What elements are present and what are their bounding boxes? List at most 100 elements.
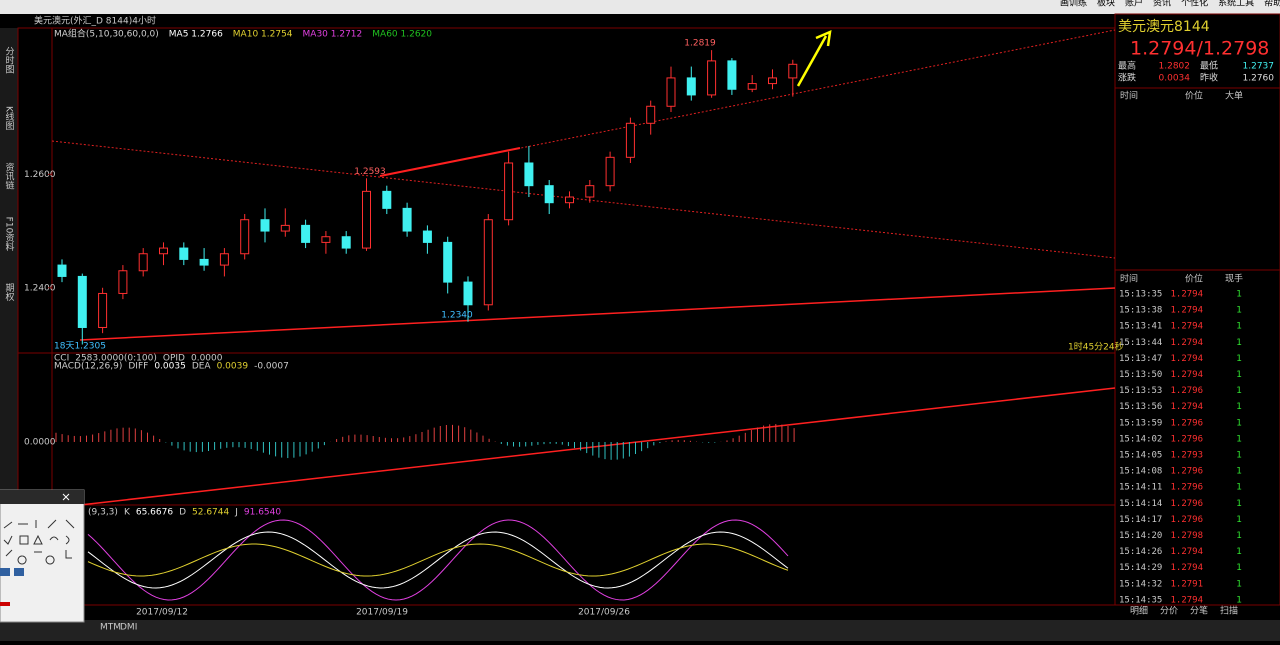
panel-tab[interactable]: 扫描 <box>1220 605 1238 617</box>
price-note: 1.2593 <box>354 167 386 177</box>
menu-item[interactable]: 板块 <box>1097 0 1115 9</box>
menu-item[interactable]: 帮助 <box>1264 0 1280 9</box>
candle-body <box>118 270 128 294</box>
tick-volume: 1 <box>1236 515 1242 525</box>
quote-price: 1.2794/1.2798 <box>1130 38 1269 60</box>
quote-stat: 1.2802 <box>1159 62 1191 72</box>
tick-time: 15:13:44 <box>1119 338 1162 348</box>
candle-body <box>98 292 108 328</box>
tick-price: 1.2794 <box>1170 322 1203 332</box>
tick-price: 1.2791 <box>1170 579 1203 589</box>
tick-time: 15:14:02 <box>1119 434 1162 444</box>
tool-icon[interactable] <box>0 568 10 576</box>
close-icon[interactable] <box>62 493 70 501</box>
kdj-line <box>87 519 789 601</box>
palette-box <box>0 489 85 623</box>
bottom-tab[interactable]: DMI <box>120 623 137 633</box>
kdj-legend: (9,3,3) <box>88 508 118 518</box>
candle-body <box>321 236 331 243</box>
tick-price: 1.2796 <box>1170 434 1203 444</box>
tick-price: 1.2796 <box>1170 483 1203 493</box>
palette-title <box>0 490 84 504</box>
tick-price: 1.2794 <box>1170 338 1203 348</box>
tick-time: 15:14:26 <box>1119 547 1162 557</box>
menu-item[interactable]: 资讯 <box>1153 0 1171 9</box>
tick-time: 15:13:53 <box>1119 386 1162 396</box>
tick-time: 15:13:50 <box>1119 370 1162 380</box>
trend-line <box>51 140 1116 259</box>
table-header: 价位 <box>1185 273 1203 285</box>
indicator-header: 2583.0000(0:100) <box>75 354 157 364</box>
side-tab[interactable]: F10资料 <box>4 217 15 253</box>
kdj-legend: 91.6540 <box>244 508 281 518</box>
tick-time: 15:14:08 <box>1119 467 1162 477</box>
trend-line <box>379 147 521 177</box>
candle-body <box>483 219 493 306</box>
candle-body <box>382 190 392 209</box>
side-tab[interactable]: 期权 <box>4 283 15 302</box>
tick-price: 1.2796 <box>1170 467 1203 477</box>
tick-volume: 1 <box>1236 290 1242 300</box>
tick-time: 15:14:14 <box>1119 499 1162 509</box>
menu-item[interactable]: 个性化 <box>1181 0 1208 9</box>
x-tick-label: 2017/09/12 <box>136 608 188 618</box>
candle-body <box>260 219 270 232</box>
candle-body <box>463 281 473 306</box>
menu-item[interactable]: 画训练 <box>1060 0 1087 9</box>
macd-legend: -0.0007 <box>254 362 289 372</box>
tick-time: 15:13:56 <box>1119 402 1162 412</box>
macd-legend: DEA <box>192 362 212 372</box>
kdj-line <box>87 531 789 589</box>
candle-body <box>77 275 87 328</box>
candle-body <box>219 253 229 266</box>
tick-time: 15:14:11 <box>1119 483 1162 493</box>
price-note: 1.2819 <box>684 39 716 49</box>
side-tab[interactable]: 分时图 <box>4 46 15 74</box>
tick-volume: 1 <box>1236 418 1242 428</box>
tick-price: 1.2796 <box>1170 418 1203 428</box>
tool-icon[interactable] <box>14 568 24 576</box>
tick-price: 1.2794 <box>1170 402 1203 412</box>
candle-body <box>585 185 595 198</box>
table-header: 现手 <box>1225 273 1243 285</box>
indicator-header: OPID <box>163 354 185 364</box>
ma-legend: MA60 1.2620 <box>372 30 432 40</box>
candle-body <box>605 156 615 187</box>
tick-price: 1.2794 <box>1170 306 1203 316</box>
price-note: 1.2340 <box>441 310 473 320</box>
quote-panel <box>1114 13 1280 606</box>
x-tick-label: 2017/09/19 <box>356 608 408 618</box>
quote-stat: 1.2760 <box>1243 74 1275 84</box>
panel-tab[interactable]: 分价 <box>1160 606 1178 617</box>
menu-item[interactable]: 系统工具 <box>1218 0 1254 9</box>
quote-stat: 涨跌 <box>1118 73 1136 84</box>
ma-legend: MA30 1.2712 <box>303 30 363 40</box>
tick-volume: 1 <box>1236 386 1242 396</box>
side-tab[interactable]: 资讯链 <box>4 162 15 190</box>
tick-volume: 1 <box>1236 531 1242 541</box>
table-header: 时间 <box>1120 273 1138 285</box>
candle-body <box>666 77 676 107</box>
candle-body <box>280 224 290 232</box>
tick-price: 1.2796 <box>1170 515 1203 525</box>
x-tick-label: 2017/09/26 <box>578 608 630 618</box>
menu-item[interactable]: 账户 <box>1125 0 1143 9</box>
candle-body <box>443 241 453 283</box>
y-tick-label: 1.2600 <box>24 170 56 180</box>
bottom-tab[interactable]: MTM <box>100 623 121 633</box>
panel-tab[interactable]: 明细 <box>1130 605 1148 617</box>
candle-body <box>524 162 534 187</box>
tool-icon[interactable] <box>0 602 10 606</box>
tick-price: 1.2794 <box>1170 563 1203 573</box>
candle-body <box>301 224 311 243</box>
macd-legend: 0.0039 <box>217 362 249 372</box>
left-sidebar <box>0 28 18 628</box>
tool-icons[interactable] <box>3 519 75 565</box>
tick-time: 15:13:41 <box>1119 322 1162 332</box>
quote-code: 8144 <box>1174 19 1210 35</box>
tick-volume: 1 <box>1236 579 1242 589</box>
side-tab[interactable]: K线图 <box>4 106 15 131</box>
tick-volume: 1 <box>1236 451 1242 461</box>
panel-tab[interactable]: 分笔 <box>1190 605 1208 617</box>
tick-price: 1.2794 <box>1170 370 1203 380</box>
